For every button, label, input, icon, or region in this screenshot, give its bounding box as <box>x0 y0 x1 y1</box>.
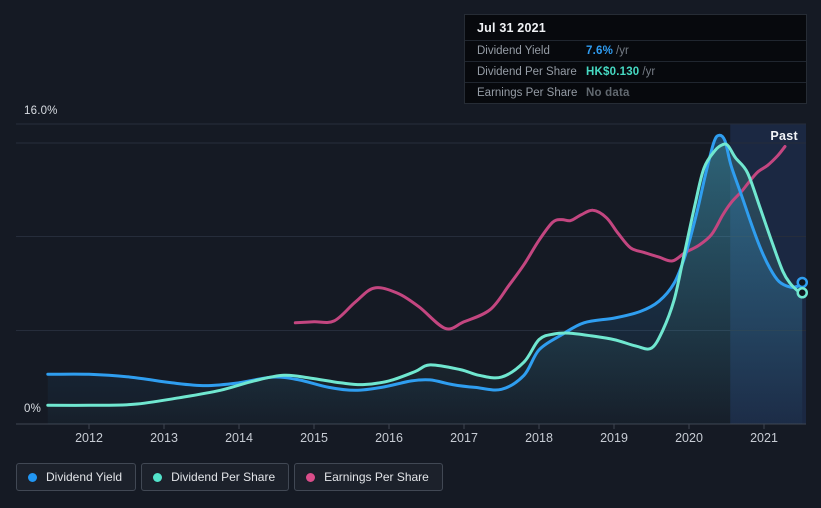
tooltip-row-value: HK$0.130 <box>586 66 640 78</box>
dividend-yield-end-dot <box>796 276 808 289</box>
tooltip-row-value: 7.6% <box>586 45 614 57</box>
legend-item-label: Dividend Yield <box>46 470 123 484</box>
legend-item-label: Dividend Per Share <box>171 470 276 484</box>
tooltip-row-dividend-per-share: Dividend Per Share HK$0.130/yr <box>465 62 806 83</box>
tooltip-date: Jul 31 2021 <box>465 15 806 41</box>
legend-item-earnings-per-share[interactable]: Earnings Per Share <box>294 463 443 491</box>
y-axis-label-zero: 0% <box>24 403 42 415</box>
tooltip-row-label: Earnings Per Share <box>477 87 578 99</box>
dividend-yield-line <box>46 133 804 392</box>
chart-legend: Dividend Yield Dividend Per Share Earnings… <box>16 463 443 491</box>
earnings-per-share-line <box>293 145 787 331</box>
dividend-per-share-end-dot <box>796 287 808 299</box>
tooltip-row-unit: /yr <box>642 66 656 78</box>
tooltip-row-label: Dividend Per Share <box>477 66 577 78</box>
tooltip-row-label: Dividend Yield <box>477 45 550 57</box>
dividend-per-share-area <box>47 143 803 424</box>
tooltip-row-dividend-yield: Dividend Yield 7.6%/yr <box>465 41 806 62</box>
tooltip-row-unit: /yr <box>616 45 629 57</box>
tooltip-rows: Dividend Yield 7.6%/yr Dividend Per Share H… <box>465 41 806 103</box>
tooltip-row-earnings-per-share: Earnings Per Share No data <box>465 83 806 103</box>
earnings-per-share-dot-icon <box>306 472 316 482</box>
legend-item-dividend-per-share[interactable]: Dividend Per Share <box>141 463 290 491</box>
y-axis-label-max: 16.0% <box>24 105 58 117</box>
dividend-per-share-line <box>46 142 804 407</box>
legend-item-dividend-yield[interactable]: Dividend Yield <box>16 463 137 491</box>
tooltip-row-value: No data <box>586 87 630 99</box>
past-region-label: Past <box>770 129 798 143</box>
dividend-per-share-dot-icon <box>153 472 163 482</box>
dividend-yield-dot-icon <box>28 472 37 482</box>
chart-tooltip: Jul 31 2021 Dividend Yield 7.6%/yr Dividen… <box>464 14 807 104</box>
legend-item-label: Earnings Per Share <box>324 470 429 484</box>
